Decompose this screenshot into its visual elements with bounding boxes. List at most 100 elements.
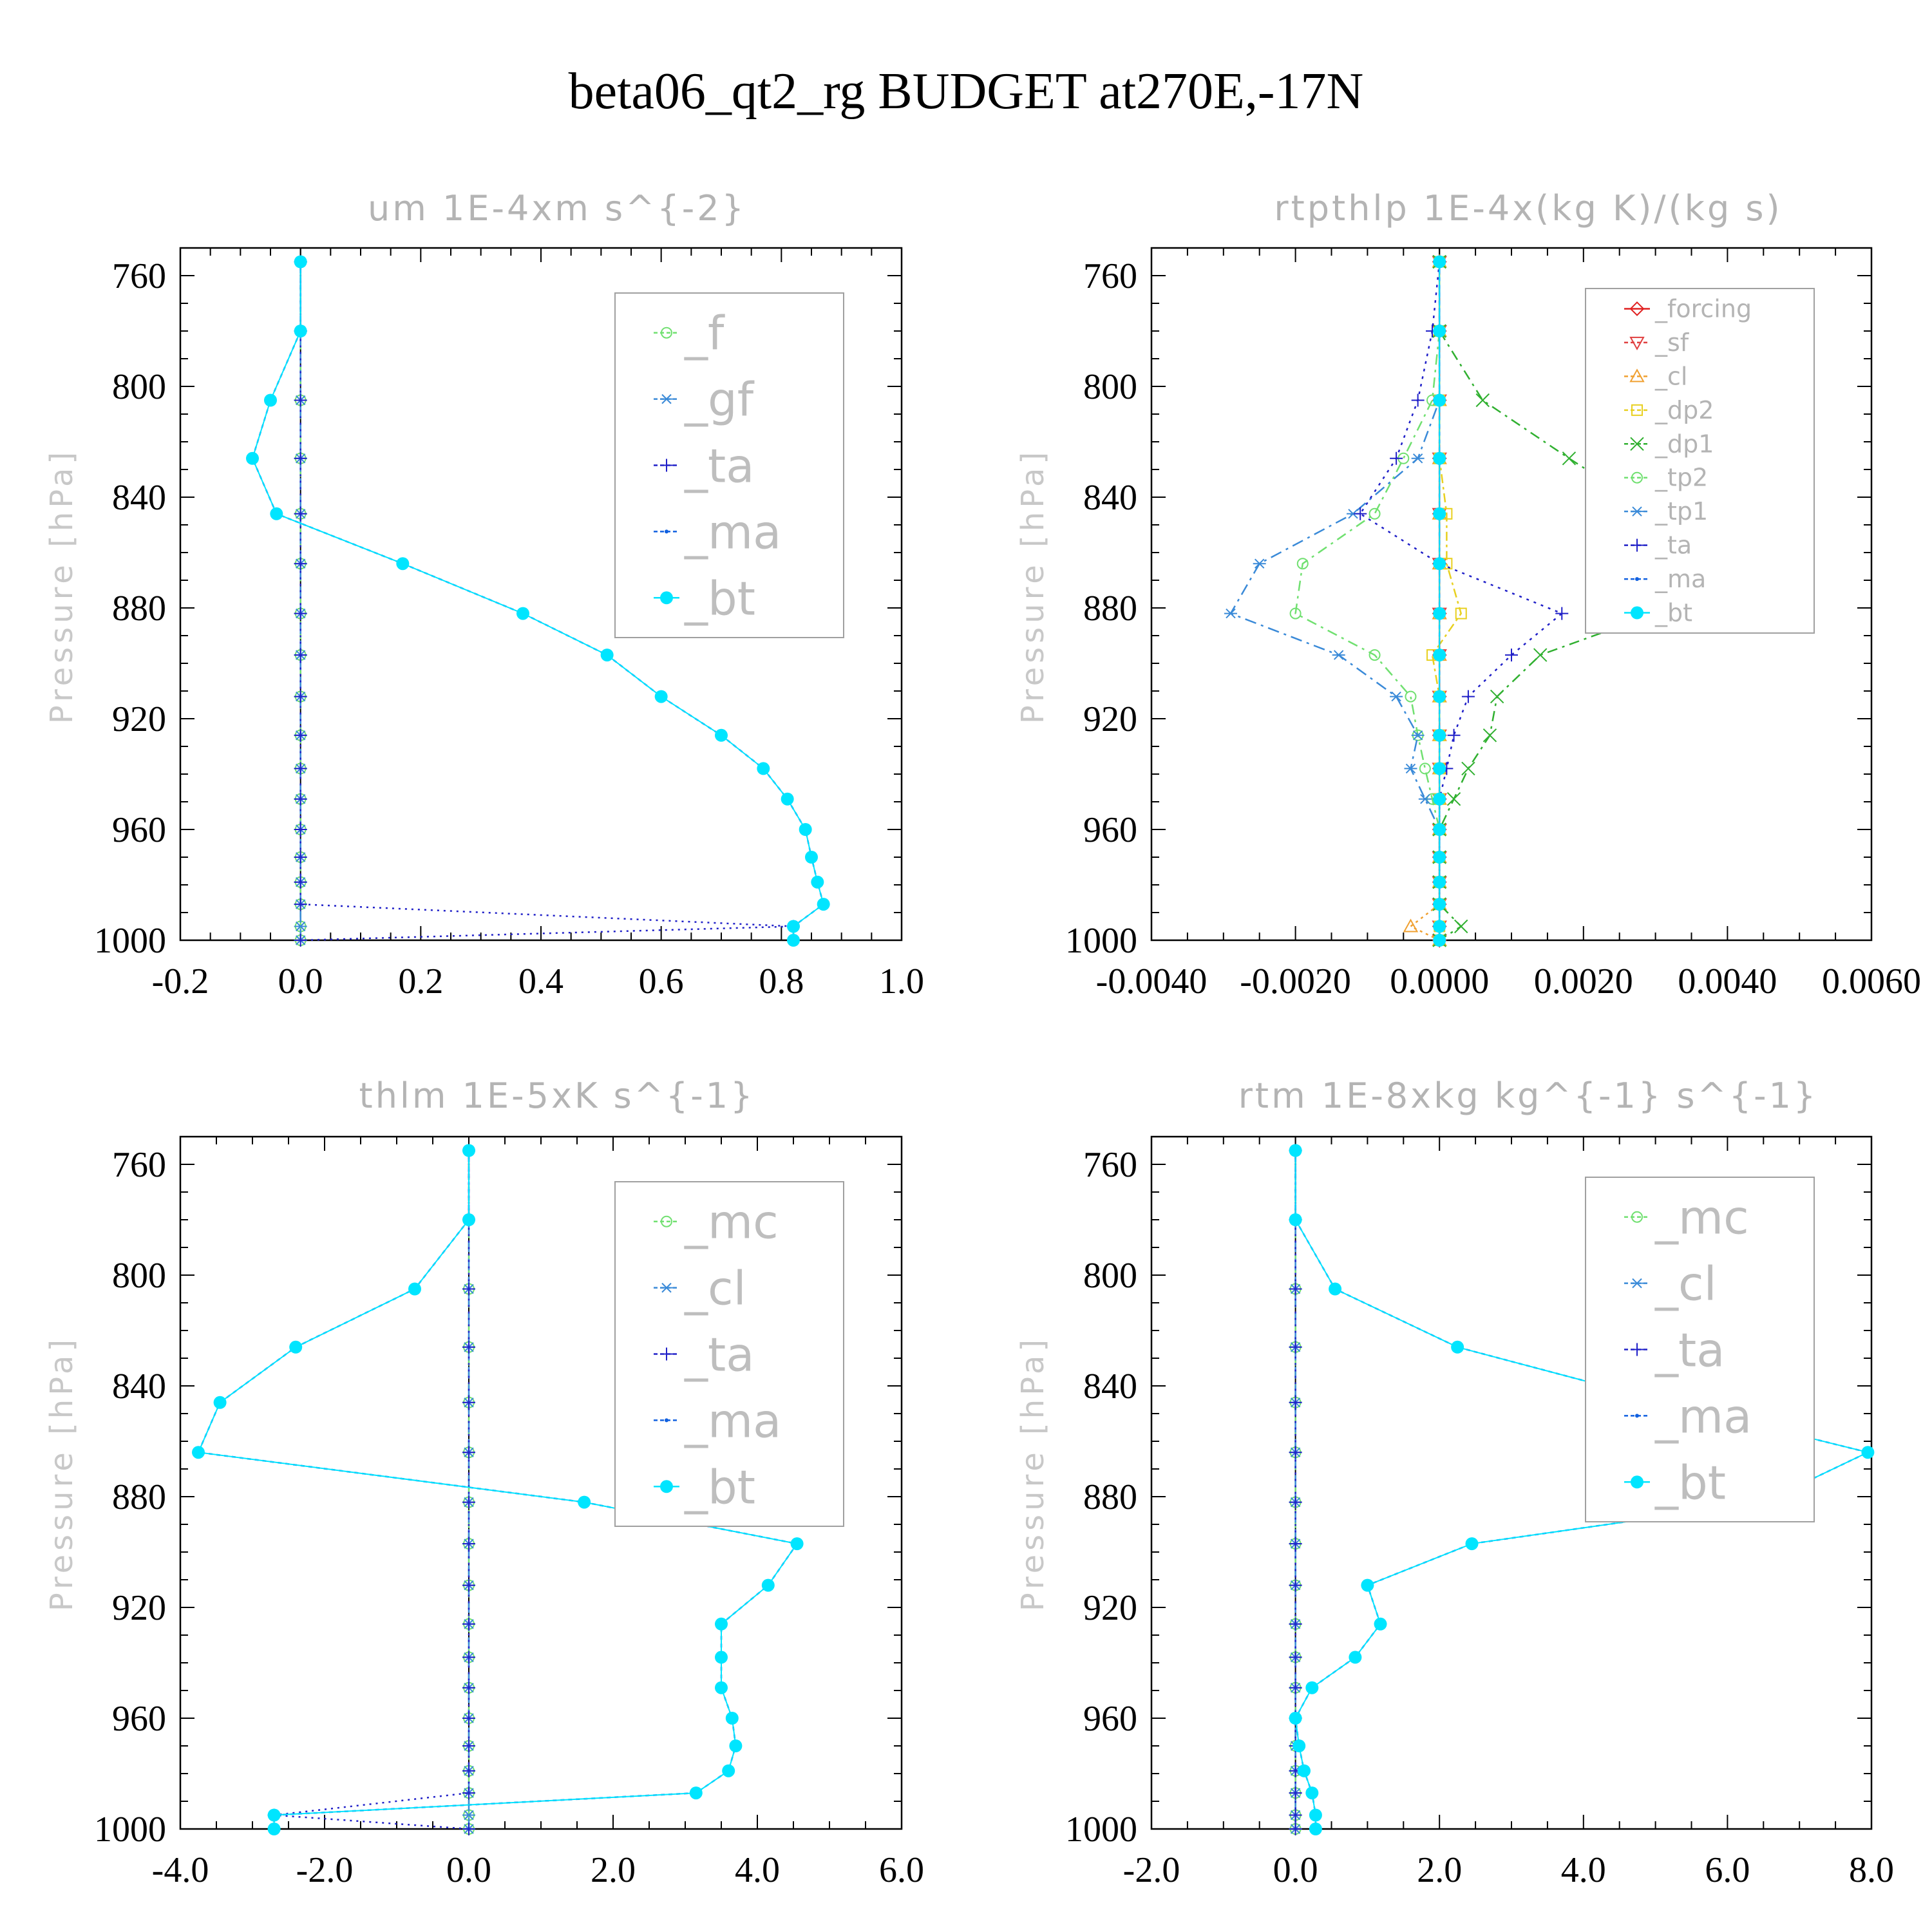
data-point (1562, 451, 1577, 466)
data-point (1433, 762, 1446, 775)
figure-title: beta06_qt2_rg BUDGET at270E,-17N (569, 63, 1364, 120)
data-point (715, 1681, 728, 1694)
y-axis-label-um: Pressure [hPa] (44, 448, 80, 724)
legend-label: _cl (684, 1262, 746, 1316)
data-point (462, 1681, 475, 1694)
data-point (1433, 451, 1446, 465)
data-point (294, 507, 307, 520)
data-point (1361, 1578, 1374, 1592)
legend: _mc _cl _ta _ma _bt (614, 1181, 844, 1527)
y-tick-label: 920 (112, 699, 166, 739)
data-point (1465, 1537, 1479, 1551)
data-point (1433, 507, 1446, 520)
legend-marker (1631, 538, 1643, 552)
panel-title-um: um 1E-4xm s^{-2} (368, 188, 746, 229)
x-tick-label: 0.0 (278, 961, 323, 1001)
data-point (761, 1578, 775, 1592)
data-point (1433, 934, 1446, 947)
legend-marker (1631, 1475, 1643, 1489)
x-tick-label: -0.0040 (1096, 961, 1208, 1001)
x-tick-label: -2.0 (1123, 1850, 1180, 1890)
y-tick-label: 800 (1083, 1256, 1137, 1296)
legend-marker (1630, 437, 1644, 451)
data-point (294, 921, 307, 932)
data-point (1411, 393, 1425, 407)
data-point (1433, 728, 1446, 742)
series-bt (192, 1144, 804, 1835)
y-tick-label: 800 (112, 367, 166, 407)
data-point (715, 1617, 728, 1631)
y-tick-label: 960 (112, 810, 166, 850)
legend-label: _ta (1654, 531, 1692, 560)
data-point (1403, 918, 1419, 933)
data-point (1461, 690, 1475, 703)
data-point (462, 1810, 475, 1821)
x-tick-label: 2.0 (591, 1850, 636, 1890)
data-point (294, 898, 307, 911)
data-point (1289, 1282, 1302, 1296)
data-point (1289, 1786, 1302, 1800)
data-point (715, 728, 728, 742)
data-point (270, 507, 283, 520)
legend-label: _sf (1654, 328, 1690, 357)
panel-thlm: thlm 1E-5xK s^{-1} Pressure [hPa] 760 800… (44, 1075, 924, 1890)
x-tick-label: 0.4 (518, 961, 564, 1001)
y-tick-label: 880 (112, 1477, 166, 1517)
data-point (462, 1617, 475, 1631)
series-line (197, 1150, 799, 1829)
data-point (600, 649, 614, 662)
legend-label: _forcing (1654, 294, 1752, 323)
data-point (1329, 1282, 1342, 1296)
panel-title-thlm: thlm 1E-5xK s^{-1} (359, 1075, 755, 1116)
y-tick-label: 760 (1083, 1145, 1137, 1185)
x-tick-label: 6.0 (879, 1850, 924, 1890)
data-point (1289, 1808, 1302, 1822)
x-tick-label: 0.0 (446, 1850, 491, 1890)
data-point (1419, 762, 1431, 775)
data-point (294, 762, 307, 775)
legend-label: _tp2 (1654, 464, 1708, 492)
legend-label: _cl (1654, 362, 1687, 390)
legend-label: _f (684, 307, 725, 361)
legend: _forcing _sf _cl _dp2 _dp1 _tp2 _tp1 _ta _ma _bt (1585, 288, 1815, 634)
y-axis-label-rtm: Pressure [hPa] (1015, 1336, 1051, 1611)
x-tick-label: -2.0 (296, 1850, 354, 1890)
data-point (462, 1578, 475, 1592)
data-point (294, 851, 307, 864)
data-point (294, 823, 307, 836)
legend-label: _ma (684, 1394, 781, 1448)
legend-label: _ma (1654, 1389, 1752, 1443)
y-tick-label: 880 (112, 589, 166, 629)
data-point (1289, 1681, 1302, 1694)
x-tick-label: 0.8 (759, 961, 804, 1001)
data-point (781, 792, 794, 806)
data-point (1418, 793, 1432, 804)
data-point (462, 1537, 475, 1551)
data-point (1433, 875, 1446, 889)
data-point (1368, 507, 1381, 520)
legend-marker (1629, 368, 1645, 383)
x-tick-label: 0.0040 (1678, 961, 1777, 1001)
data-point (1298, 1764, 1311, 1777)
data-point (462, 1282, 475, 1296)
data-point (1289, 1495, 1302, 1509)
data-point (1289, 1213, 1302, 1226)
legend-marker (1635, 577, 1639, 582)
legend-label: _dp2 (1654, 396, 1714, 424)
data-point (462, 1651, 475, 1664)
data-point (396, 557, 410, 571)
data-point (799, 823, 812, 836)
y-tick-label: 1000 (1065, 921, 1137, 961)
x-tick-label: 0.2 (398, 961, 443, 1001)
x-tick-label: 4.0 (1561, 1850, 1606, 1890)
y-tick-label: 960 (1083, 1699, 1137, 1739)
data-point (1305, 1786, 1319, 1800)
data-point (1309, 1823, 1322, 1835)
panel-rtpthlp: rtpthlp 1E-4x(kg K)/(kg s) Pressure [hPa… (1015, 188, 1921, 1001)
legend-label: _bt (684, 1460, 755, 1514)
legend-marker (660, 459, 673, 472)
y-tick-label: 840 (112, 478, 166, 518)
x-tick-label: -0.0020 (1240, 961, 1351, 1001)
data-point (805, 851, 818, 864)
